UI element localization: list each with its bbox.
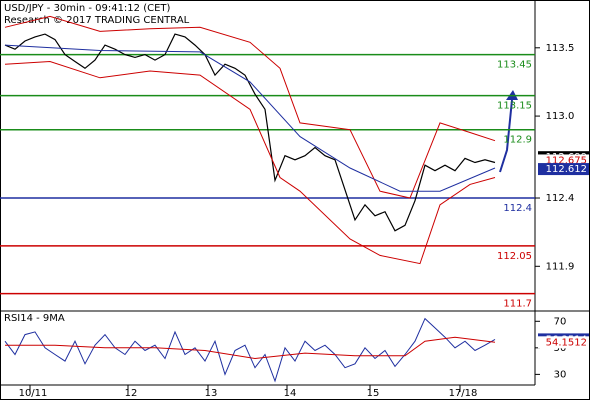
y-tick-label: 50: [554, 343, 567, 354]
level-label: 112.4: [503, 203, 532, 214]
level-label: 113.45: [497, 60, 532, 71]
chart-subtitle: Research © 2017 TRADING CENTRAL: [4, 15, 190, 26]
x-tick-label: 12: [125, 388, 138, 399]
series-line: [5, 336, 496, 360]
price-badge: [538, 336, 589, 349]
level-label: 112.05: [497, 251, 532, 262]
chart-title: USD/JPY - 30min - 09:41:12 (CET): [4, 3, 171, 14]
x-tick-label: 10/11: [19, 388, 48, 399]
price-badge-label: 112.675: [546, 155, 587, 166]
level-label: 112.9: [503, 135, 532, 146]
series-line: [4, 44, 496, 192]
rsi-title: RSI14 - 9MA: [4, 313, 65, 324]
level-label: 113.15: [497, 101, 532, 112]
y-tick-label: 70: [554, 316, 567, 327]
x-tick-label: 15: [367, 388, 380, 399]
price-badge-label: 112.612: [546, 164, 587, 175]
y-tick-label: 113.0: [546, 111, 575, 122]
price-badge: [538, 163, 589, 176]
x-tick-label: 13: [205, 388, 218, 399]
series-line: [4, 33, 496, 232]
series-line: [4, 60, 496, 265]
price-badge-label: 54.1512: [546, 337, 587, 348]
y-tick-label: 113.5: [546, 43, 575, 54]
y-tick-label: 111.9: [546, 261, 575, 272]
x-tick-label: 17/18: [449, 388, 478, 399]
series-line: [4, 317, 496, 383]
y-tick-label: 112.4: [546, 193, 575, 204]
series-line: [4, 15, 496, 199]
level-label: 111.7: [503, 299, 532, 310]
y-tick-label: 30: [554, 369, 567, 380]
x-tick-label: 14: [284, 388, 297, 399]
